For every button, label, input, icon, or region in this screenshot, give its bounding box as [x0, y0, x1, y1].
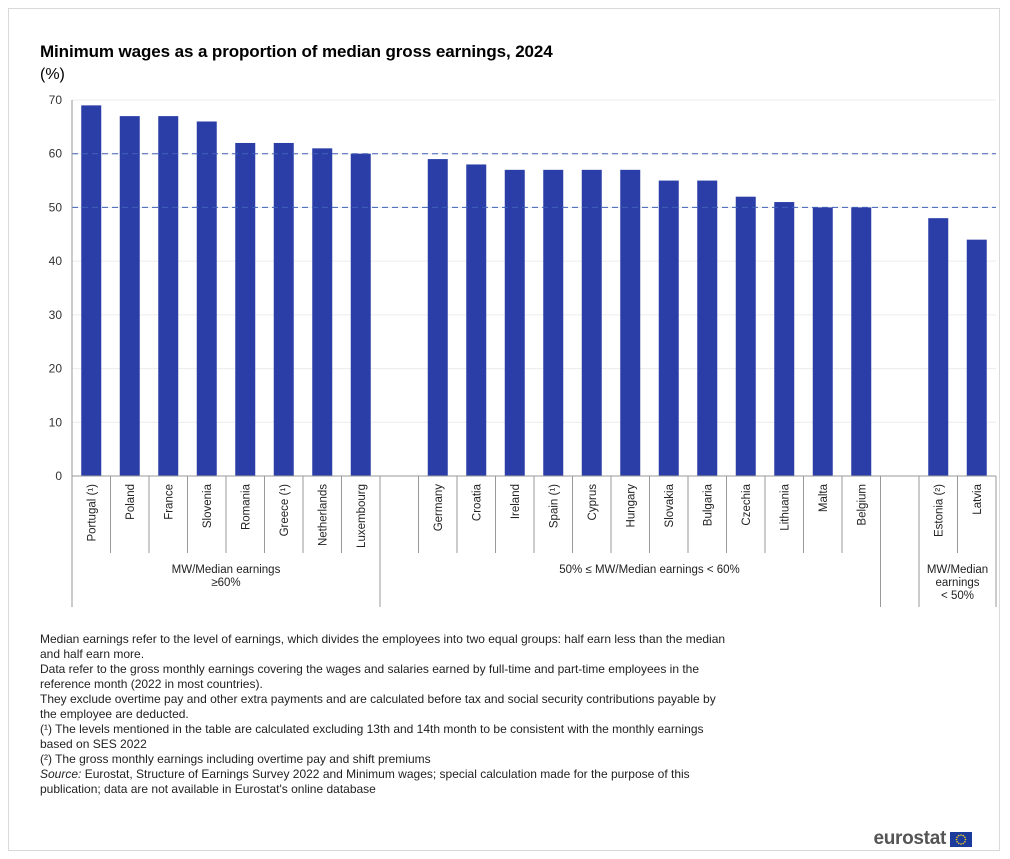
- eu-flag-icon: [950, 831, 972, 847]
- flag-star-icon: [964, 840, 966, 843]
- bar: [466, 164, 487, 476]
- category-label: Czechia: [741, 483, 753, 525]
- bar: [350, 153, 371, 476]
- bar: [966, 239, 987, 476]
- note-median: Median earnings refer to the level of ea…: [40, 632, 726, 661]
- group-label: MW/Median earnings: [172, 564, 281, 576]
- bar: [81, 105, 102, 476]
- y-tick-label: 20: [49, 362, 63, 376]
- bar: [119, 116, 140, 476]
- bar: [427, 159, 448, 477]
- flag-star-icon: [957, 834, 960, 836]
- flag-star-icon: [962, 834, 965, 836]
- category-label: Cyprus: [587, 484, 599, 521]
- note-footnote-1: (¹) The levels mentioned in the table ar…: [40, 722, 704, 751]
- category-label: Luxembourg: [356, 484, 368, 548]
- note-footnote-2: (²) The gross monthly earnings including…: [40, 752, 431, 766]
- y-tick-label: 0: [55, 469, 62, 483]
- category-label: Belgium: [856, 484, 868, 526]
- category-label: Slovakia: [664, 483, 676, 527]
- y-tick-label: 30: [49, 308, 63, 322]
- y-tick-label: 10: [49, 415, 63, 429]
- bar: [543, 169, 564, 477]
- group-label: 50% ≤ MW/Median earnings < 60%: [559, 564, 740, 576]
- bar: [235, 142, 256, 476]
- note-source: Source: Eurostat, Structure of Earnings …: [40, 767, 730, 797]
- y-tick-label: 70: [49, 93, 63, 107]
- category-label: Slovenia: [202, 483, 214, 528]
- category-label: Croatia: [471, 483, 483, 521]
- category-label: Romania: [240, 483, 252, 530]
- flag-star-icon: [957, 842, 960, 844]
- chart-title: Minimum wages as a proportion of median …: [40, 42, 553, 61]
- category-label: Greece (¹): [279, 484, 291, 537]
- y-axis-unit: (%): [40, 66, 65, 83]
- bar: [812, 207, 833, 476]
- flag-star-icon: [956, 835, 958, 838]
- category-label: Lithuania: [779, 483, 791, 530]
- eurostat-logo: eurostat: [873, 828, 972, 850]
- bar-chart: 0 10 20 30 40 50 60 70 Portugal (¹) Poland France S…: [49, 93, 997, 607]
- bar: [196, 121, 217, 476]
- category-label: Poland: [125, 484, 137, 520]
- category-label: Germany: [433, 484, 445, 532]
- category-label: Estonia (²): [933, 484, 945, 537]
- y-tick-label: 60: [49, 147, 63, 161]
- note-exclusions: They exclude overtime pay and other extr…: [40, 692, 716, 721]
- category-label: Bulgaria: [702, 483, 714, 526]
- bar: [851, 207, 872, 476]
- bar: [774, 202, 795, 477]
- eurostat-logo-text: eurostat: [873, 828, 946, 849]
- category-label: Ireland: [510, 484, 522, 519]
- category-label: Latvia: [972, 483, 984, 514]
- group-label: earnings: [935, 577, 979, 589]
- source-text: Eurostat, Structure of Earnings Survey 2…: [40, 767, 690, 796]
- flag-star-icon: [964, 838, 967, 840]
- bar: [928, 218, 949, 476]
- flag-star-icon: [962, 842, 965, 844]
- group-label: < 50%: [941, 590, 974, 602]
- bar: [735, 196, 756, 476]
- bar: [581, 169, 602, 477]
- flag-star-icon: [960, 842, 962, 845]
- group-label: MW/Median: [927, 564, 988, 576]
- category-label: Netherlands: [317, 484, 329, 546]
- bar: [620, 169, 641, 477]
- bar: [273, 142, 294, 476]
- group-label: ≥60%: [211, 577, 240, 589]
- flag-star-icon: [960, 833, 962, 836]
- category-label: Spain (¹): [548, 484, 560, 528]
- flag-star-icon: [964, 835, 966, 838]
- flag-star-icon: [956, 840, 958, 843]
- y-tick-label: 40: [49, 254, 63, 268]
- bar: [658, 180, 679, 477]
- bar: [158, 116, 179, 476]
- bar: [312, 148, 333, 477]
- chart-notes: Median earnings refer to the level of ea…: [40, 632, 730, 797]
- bar: [697, 180, 718, 477]
- category-label: France: [163, 484, 175, 520]
- bar: [504, 169, 525, 477]
- category-label: Portugal (¹): [86, 484, 98, 542]
- source-label: Source:: [40, 767, 82, 781]
- category-label: Malta: [818, 483, 830, 512]
- flag-star-icon: [955, 838, 958, 840]
- category-label: Hungary: [625, 484, 637, 528]
- note-gross-monthly: Data refer to the gross monthly earnings…: [40, 662, 700, 691]
- y-tick-label: 50: [49, 200, 63, 214]
